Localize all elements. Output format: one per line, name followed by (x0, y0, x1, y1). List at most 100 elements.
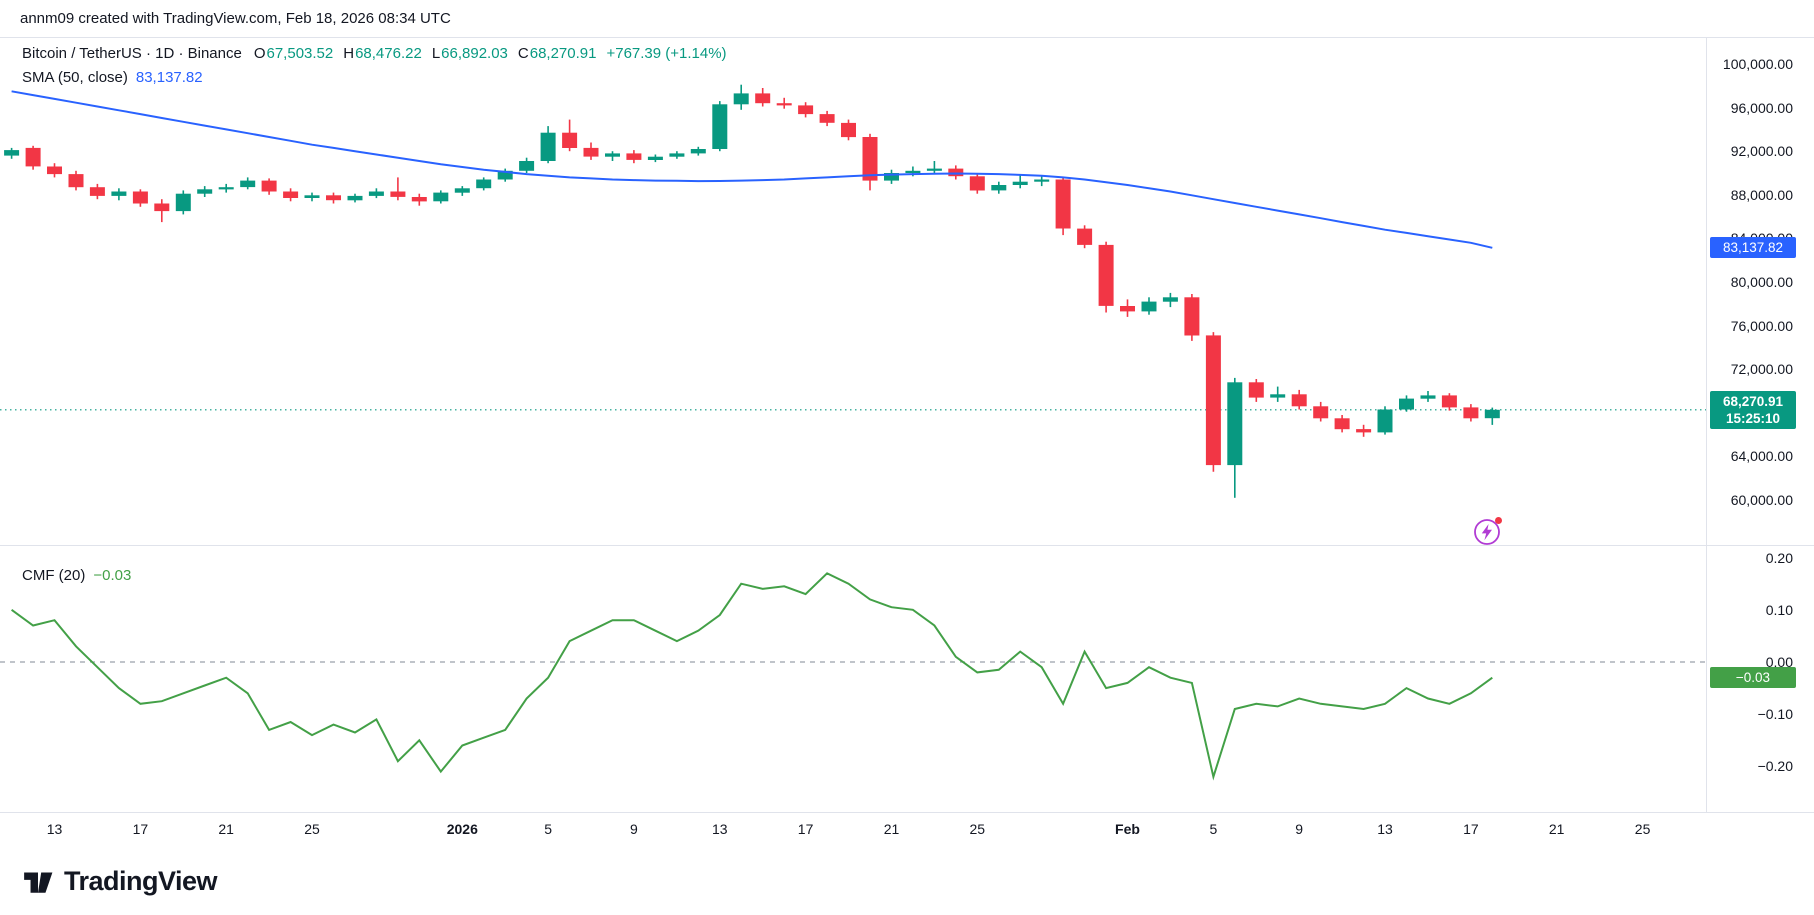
last-price: 68,270.91 (1722, 393, 1784, 409)
time-axis-border (0, 812, 1814, 813)
candle (1077, 225, 1093, 249)
candle (733, 84, 749, 110)
candle (884, 169, 899, 184)
price-tick: 100,000.00 (1722, 56, 1793, 72)
candle (326, 192, 341, 204)
price-tick: 92,000.00 (1730, 143, 1793, 160)
candle (1313, 401, 1329, 422)
candle (819, 110, 835, 127)
chart-area: Bitcoin / TetherUS · 1D · Binance O 67,50… (0, 38, 1814, 845)
candle (583, 142, 599, 160)
price-tick: 76,000.00 (1730, 317, 1793, 334)
candle (1248, 379, 1264, 402)
candle (390, 177, 406, 201)
symbol-legend[interactable]: Bitcoin / TetherUS · 1D · Binance O 67,50… (22, 42, 727, 66)
candle (1334, 415, 1350, 433)
time-label: 17 (132, 821, 149, 837)
axis-border (1706, 38, 1707, 812)
candle (25, 145, 41, 170)
attribution-bar: annm09 created with TradingView.com, Feb… (0, 0, 1814, 38)
candle (433, 190, 449, 204)
candle (690, 146, 706, 156)
candle (261, 178, 277, 195)
candle (798, 102, 814, 118)
candle (283, 188, 299, 202)
ohlc-values: O 67,503.52 H 68,476.22 L 66,892.03 C 68,270… (254, 42, 727, 66)
candle (1012, 175, 1028, 189)
candle (1205, 332, 1221, 472)
candle (841, 119, 856, 141)
main-legend: Bitcoin / TetherUS · 1D · Binance O 67,50… (22, 42, 727, 90)
candle (197, 186, 213, 197)
cmf-pane-canvas[interactable] (0, 546, 1706, 813)
candle (111, 188, 127, 201)
time-label: Feb (1115, 821, 1140, 837)
price-tick: 80,000.00 (1730, 274, 1793, 290)
candle (1034, 176, 1050, 187)
price-tick: 64,000.00 (1730, 448, 1793, 465)
cmf-tick: 0.10 (1765, 601, 1793, 618)
price-pane-canvas[interactable] (0, 38, 1706, 545)
lightning-bolt-icon (1474, 519, 1500, 545)
candle (1356, 424, 1372, 437)
tradingview-logomark-icon[interactable] (22, 865, 54, 897)
cmf-tick: −0.20 (1757, 758, 1793, 775)
sma-value: 83,137.82 (135, 69, 203, 86)
cmf-tick: 0.00 (1765, 654, 1793, 670)
time-label: 25 (969, 821, 986, 837)
time-label: 21 (1548, 821, 1565, 837)
candle (1120, 299, 1135, 317)
time-label: 2026 (446, 821, 478, 837)
candle (926, 161, 942, 175)
sma-label: SMA (50, close) (22, 69, 128, 86)
price-axis[interactable]: 100,000.0096,000.0092,000.0088,000.0084,… (1706, 38, 1814, 812)
candle (712, 101, 728, 152)
quick-action-lightning-icon[interactable] (1473, 517, 1502, 546)
candle (218, 183, 234, 193)
close-value: C 68,270.91 (517, 45, 597, 62)
cmf-value-badge: −0.03 (1710, 666, 1796, 688)
time-label: 9 (1295, 821, 1304, 837)
price-tick: 60,000.00 (1730, 492, 1793, 508)
sma-legend[interactable]: SMA (50, close) 83,137.82 (22, 66, 727, 90)
candle (240, 177, 256, 190)
candle (1420, 391, 1436, 402)
candle (1227, 377, 1243, 498)
candle (4, 147, 20, 159)
candle (969, 174, 985, 194)
candle (154, 199, 170, 223)
symbol-title: Bitcoin / TetherUS · 1D · Binance (22, 45, 242, 62)
time-label: 13 (712, 821, 728, 837)
candle (519, 157, 535, 173)
open-value: O 67,503.52 (253, 45, 334, 62)
time-label: 25 (1634, 821, 1651, 837)
pane-separator[interactable] (0, 545, 1814, 546)
footer: TradingView (0, 861, 1814, 901)
candle (476, 177, 492, 191)
time-label: 21 (218, 821, 234, 837)
candle (1141, 297, 1157, 315)
cmf-label: CMF (20) (22, 567, 86, 584)
candle (1441, 393, 1457, 411)
attribution-text: annm09 created with TradingView.com, Feb… (20, 10, 451, 27)
candle (991, 181, 1007, 194)
time-axis[interactable]: 13 17 21 25 2026 5 9 13 17 21 25 Feb 5 9 13 17 21 25 (0, 813, 1814, 845)
candle (89, 183, 105, 200)
candle (1463, 404, 1479, 422)
candle (540, 126, 556, 164)
candle (647, 154, 663, 163)
high-value: H 68,476.22 (343, 45, 422, 62)
cmf-legend-block: CMF (20) −0.03 (22, 564, 131, 588)
candle (626, 150, 642, 164)
candle (347, 193, 363, 203)
countdown: 15:25:10 (1725, 410, 1781, 426)
candle (68, 170, 84, 191)
candle (862, 133, 878, 191)
candle (304, 192, 320, 202)
time-label: 21 (883, 821, 900, 837)
candle (47, 163, 62, 178)
tradingview-logo-text[interactable]: TradingView (64, 865, 218, 896)
candle (454, 186, 470, 196)
cmf-legend[interactable]: CMF (20) −0.03 (22, 564, 131, 588)
time-label: 13 (46, 821, 63, 837)
